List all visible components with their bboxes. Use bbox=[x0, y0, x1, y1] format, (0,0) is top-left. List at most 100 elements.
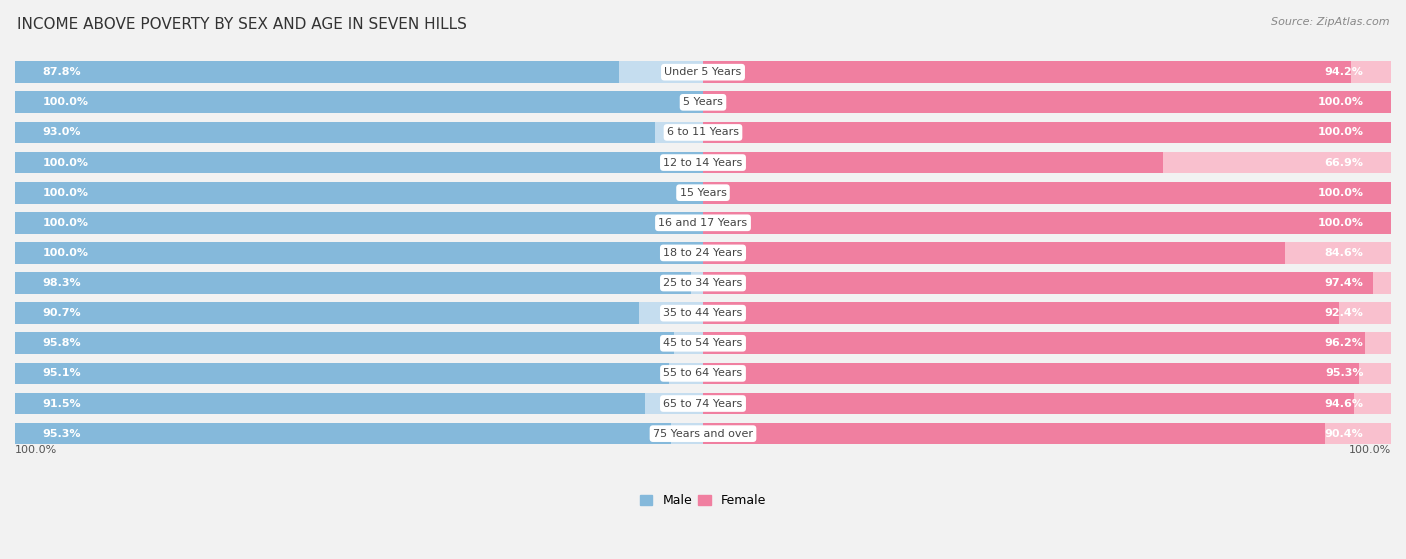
Text: 100.0%: 100.0% bbox=[15, 445, 58, 455]
Bar bbox=[15, 392, 644, 414]
Bar bbox=[15, 423, 1391, 444]
Bar bbox=[1324, 423, 1391, 444]
Text: 100.0%: 100.0% bbox=[42, 248, 89, 258]
Text: 15 Years: 15 Years bbox=[679, 188, 727, 198]
Bar bbox=[703, 212, 1391, 234]
Text: 96.2%: 96.2% bbox=[1324, 338, 1364, 348]
Bar bbox=[15, 272, 1391, 294]
Bar bbox=[15, 92, 703, 113]
Bar bbox=[15, 363, 1391, 384]
Text: INCOME ABOVE POVERTY BY SEX AND AGE IN SEVEN HILLS: INCOME ABOVE POVERTY BY SEX AND AGE IN S… bbox=[17, 17, 467, 32]
Text: 18 to 24 Years: 18 to 24 Years bbox=[664, 248, 742, 258]
Bar bbox=[1354, 392, 1391, 414]
Text: 92.4%: 92.4% bbox=[1324, 308, 1364, 318]
Text: 84.6%: 84.6% bbox=[1324, 248, 1364, 258]
Text: 95.1%: 95.1% bbox=[42, 368, 82, 378]
Bar bbox=[692, 272, 703, 294]
Bar bbox=[15, 212, 703, 234]
Text: 45 to 54 Years: 45 to 54 Years bbox=[664, 338, 742, 348]
Bar bbox=[703, 242, 1285, 264]
Bar bbox=[703, 392, 1354, 414]
Text: 65 to 74 Years: 65 to 74 Years bbox=[664, 399, 742, 409]
Text: 100.0%: 100.0% bbox=[1317, 97, 1364, 107]
Bar bbox=[673, 333, 703, 354]
Text: 100.0%: 100.0% bbox=[1317, 188, 1364, 198]
Bar bbox=[15, 151, 1391, 173]
Text: 25 to 34 Years: 25 to 34 Years bbox=[664, 278, 742, 288]
Bar bbox=[15, 122, 1391, 143]
Bar bbox=[15, 423, 671, 444]
Bar bbox=[703, 182, 1391, 203]
Text: 90.4%: 90.4% bbox=[1324, 429, 1364, 439]
Bar bbox=[669, 363, 703, 384]
Bar bbox=[15, 302, 1391, 324]
Bar bbox=[644, 392, 703, 414]
Text: 100.0%: 100.0% bbox=[1317, 218, 1364, 228]
Bar bbox=[15, 61, 619, 83]
Bar bbox=[15, 92, 1391, 113]
Bar bbox=[655, 122, 703, 143]
Text: 95.3%: 95.3% bbox=[1324, 368, 1364, 378]
Text: 100.0%: 100.0% bbox=[1317, 127, 1364, 138]
Bar bbox=[703, 423, 1324, 444]
Bar bbox=[15, 242, 1391, 264]
Text: 95.8%: 95.8% bbox=[42, 338, 82, 348]
Bar bbox=[15, 151, 703, 173]
Bar bbox=[703, 272, 1374, 294]
Bar bbox=[15, 392, 1391, 414]
Text: 16 and 17 Years: 16 and 17 Years bbox=[658, 218, 748, 228]
Text: 12 to 14 Years: 12 to 14 Years bbox=[664, 158, 742, 168]
Bar bbox=[703, 122, 1391, 143]
Text: 98.3%: 98.3% bbox=[42, 278, 82, 288]
Bar bbox=[703, 92, 1391, 113]
Text: 97.4%: 97.4% bbox=[1324, 278, 1364, 288]
Bar bbox=[15, 182, 703, 203]
Bar bbox=[703, 333, 1365, 354]
Bar bbox=[1339, 302, 1391, 324]
Bar bbox=[15, 182, 1391, 203]
Text: 100.0%: 100.0% bbox=[42, 158, 89, 168]
Text: 100.0%: 100.0% bbox=[42, 97, 89, 107]
Bar bbox=[703, 61, 1351, 83]
Text: 87.8%: 87.8% bbox=[42, 67, 82, 77]
Text: 55 to 64 Years: 55 to 64 Years bbox=[664, 368, 742, 378]
Text: 100.0%: 100.0% bbox=[1348, 445, 1391, 455]
Text: 100.0%: 100.0% bbox=[42, 218, 89, 228]
Legend: Male, Female: Male, Female bbox=[636, 489, 770, 512]
Bar bbox=[15, 333, 1391, 354]
Bar bbox=[638, 302, 703, 324]
Bar bbox=[703, 151, 1163, 173]
Text: 75 Years and over: 75 Years and over bbox=[652, 429, 754, 439]
Text: 94.2%: 94.2% bbox=[1324, 67, 1364, 77]
Text: Under 5 Years: Under 5 Years bbox=[665, 67, 741, 77]
Text: 90.7%: 90.7% bbox=[42, 308, 82, 318]
Bar bbox=[15, 302, 638, 324]
Text: 6 to 11 Years: 6 to 11 Years bbox=[666, 127, 740, 138]
Bar bbox=[703, 302, 1339, 324]
Bar bbox=[15, 61, 1391, 83]
Bar bbox=[703, 363, 1358, 384]
Text: 35 to 44 Years: 35 to 44 Years bbox=[664, 308, 742, 318]
Text: Source: ZipAtlas.com: Source: ZipAtlas.com bbox=[1271, 17, 1389, 27]
Bar bbox=[15, 363, 669, 384]
Text: 100.0%: 100.0% bbox=[42, 188, 89, 198]
Text: 91.5%: 91.5% bbox=[42, 399, 82, 409]
Bar bbox=[1351, 61, 1391, 83]
Bar bbox=[15, 272, 692, 294]
Text: 93.0%: 93.0% bbox=[42, 127, 82, 138]
Bar bbox=[1163, 151, 1391, 173]
Bar bbox=[1374, 272, 1391, 294]
Text: 5 Years: 5 Years bbox=[683, 97, 723, 107]
Bar bbox=[671, 423, 703, 444]
Bar bbox=[15, 242, 703, 264]
Bar bbox=[619, 61, 703, 83]
Bar bbox=[15, 333, 673, 354]
Bar bbox=[15, 122, 655, 143]
Text: 66.9%: 66.9% bbox=[1324, 158, 1364, 168]
Text: 95.3%: 95.3% bbox=[42, 429, 82, 439]
Bar bbox=[15, 212, 1391, 234]
Text: 94.6%: 94.6% bbox=[1324, 399, 1364, 409]
Bar bbox=[1365, 333, 1391, 354]
Bar bbox=[1358, 363, 1391, 384]
Bar bbox=[1285, 242, 1391, 264]
